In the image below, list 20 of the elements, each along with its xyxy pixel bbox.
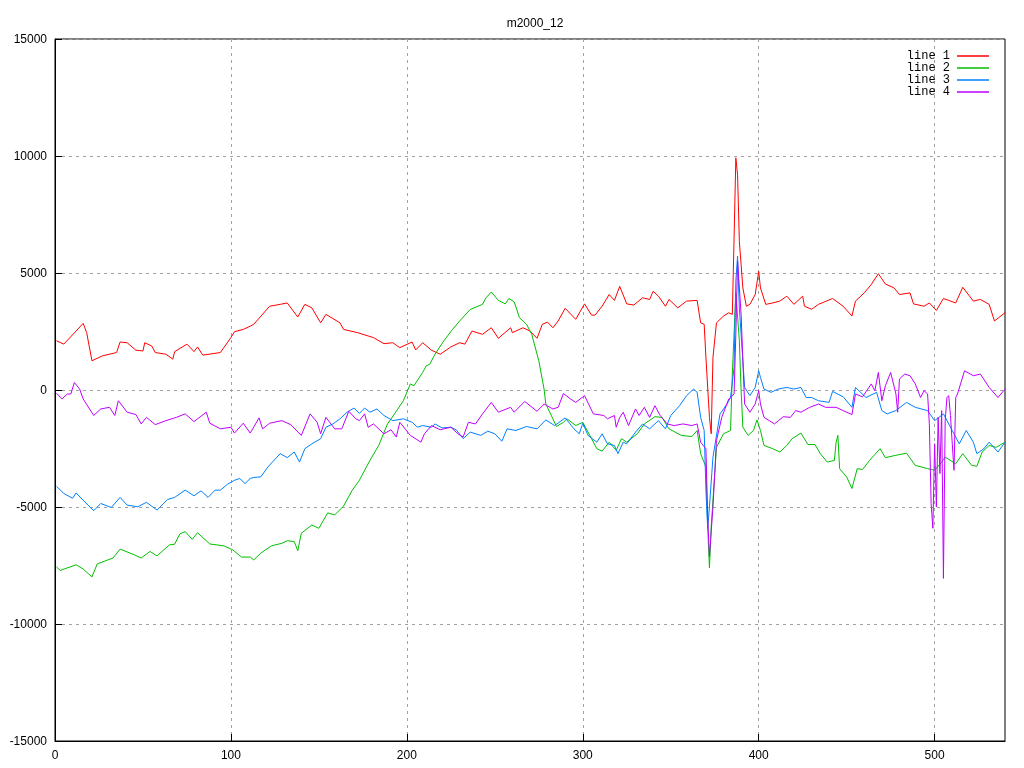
line-series: [56, 157, 1006, 435]
y-tick-label: 15000: [13, 32, 48, 46]
x-tick-label: 300: [572, 748, 594, 762]
legend-label: line 3: [906, 73, 950, 87]
y-tick-label: 5000: [20, 266, 48, 280]
x-tick-label: 200: [396, 748, 418, 762]
y-tick-label: -5000: [16, 500, 48, 514]
x-tick-label: 0: [51, 748, 59, 762]
legend-label: line 1: [906, 49, 950, 63]
y-tick-label: 10000: [13, 149, 48, 163]
legend-label: line 2: [906, 61, 950, 75]
x-tick-label: 500: [924, 748, 945, 762]
x-tick-label: 400: [748, 748, 770, 762]
legend-label: line 4: [906, 85, 950, 99]
chart-title: m2000_12: [506, 16, 564, 30]
y-tick-label: -15000: [9, 734, 48, 748]
x-tick-label: 100: [220, 748, 242, 762]
line-series: [56, 255, 1006, 529]
y-tick-label: -10000: [9, 617, 48, 631]
y-tick-label: 0: [40, 383, 48, 397]
